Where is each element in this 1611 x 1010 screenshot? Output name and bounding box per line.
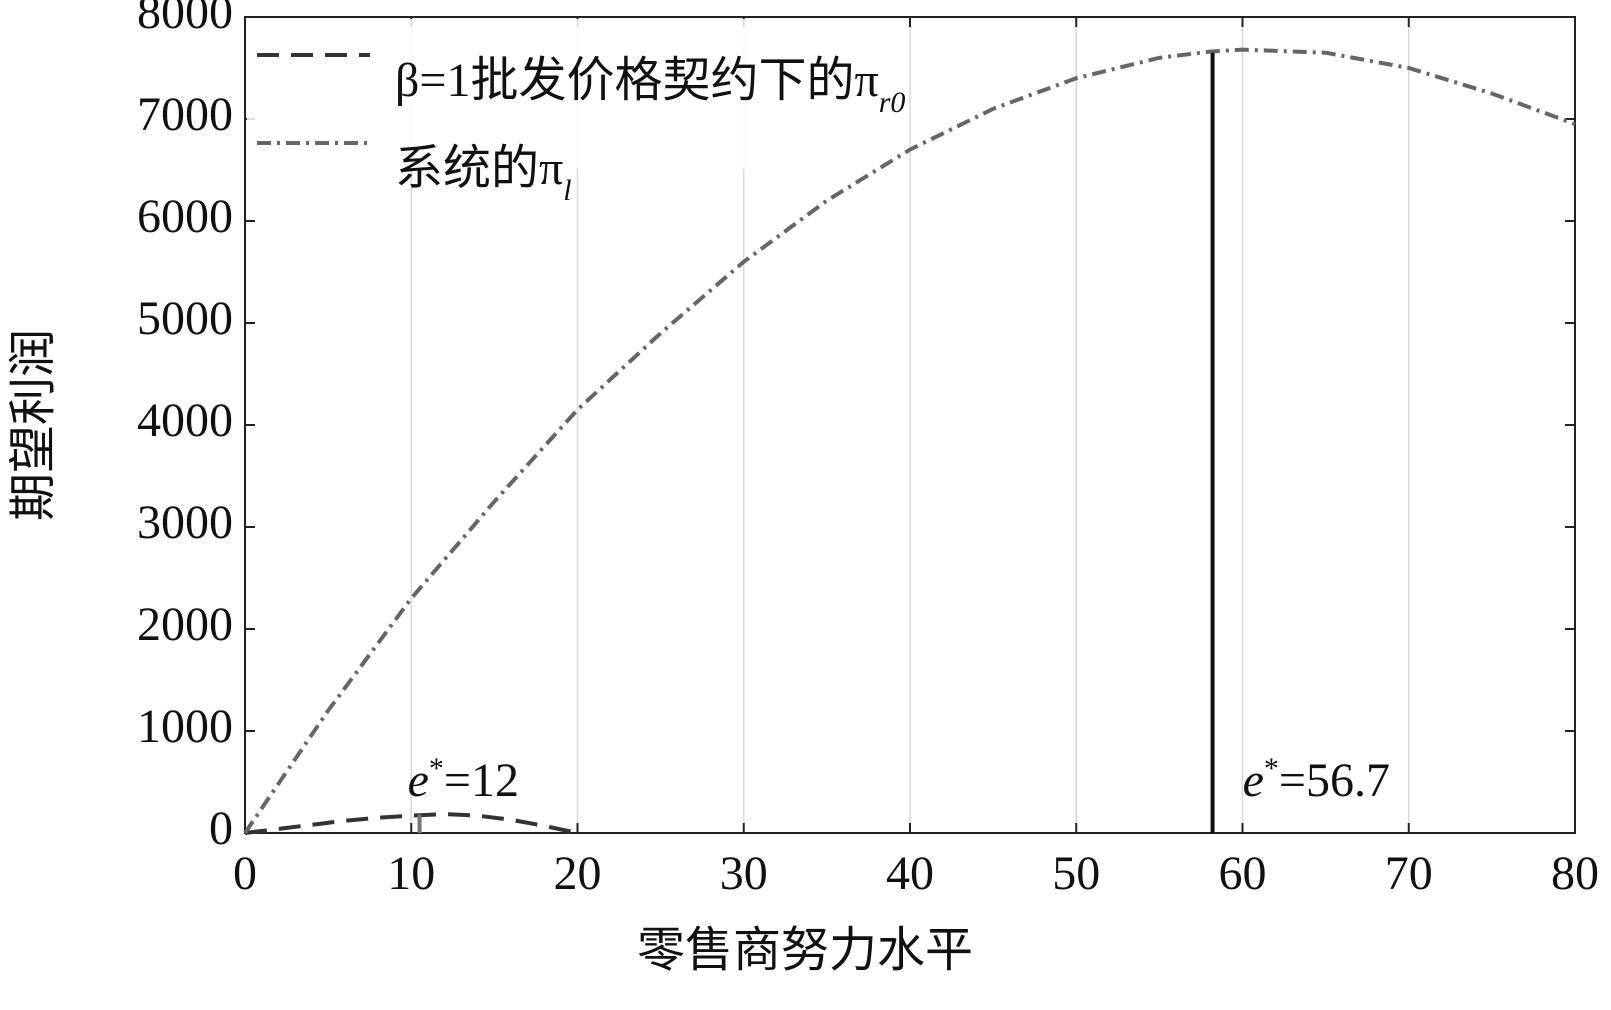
legend-label: 系统的πl [395,142,572,207]
legend-name: 系统的π [395,142,563,195]
x-tick-label: 20 [554,847,602,900]
x-tick-label: 50 [1052,847,1100,900]
x-axis-label: 零售商努力水平 [637,924,973,977]
x-tick-label: 30 [720,847,768,900]
legend-box [247,19,767,169]
x-tick-label: 70 [1385,847,1433,900]
y-tick-label: 4000 [137,394,233,447]
legend-sub: r0 [879,86,906,119]
legend-sub: l [563,174,571,207]
x-tick-label: 80 [1551,847,1599,900]
y-tick-label: 3000 [137,496,233,549]
x-tick-label: 10 [387,847,435,900]
y-axis-label: 期望利润 [7,329,60,521]
annotation: e*=56.7 [1243,752,1390,807]
line [243,47,1576,835]
y-tick-label: 0 [209,802,233,855]
annotation: e*=12 [408,752,519,807]
annotation-sup: * [1264,752,1279,785]
y-tick-label: 8000 [137,0,233,39]
annotation-var: e [1243,754,1264,807]
y-tick-label: 5000 [137,292,233,345]
legend-name: β=1批发价格契约下的π [395,54,879,107]
x-tick-label: 0 [233,847,257,900]
plot-frame [244,16,1576,834]
y-tick-label: 7000 [137,88,233,141]
y-tick-label: 1000 [137,700,233,753]
y-tick-label: 6000 [137,190,233,243]
line [244,812,578,835]
legend-label: β=1批发价格契约下的πr0 [395,54,905,119]
x-tick-label: 40 [886,847,934,900]
annotation-text: =56.7 [1279,754,1390,807]
annotation-sup: * [429,752,444,785]
annotation-text: =12 [444,754,519,807]
y-tick-label: 2000 [137,598,233,651]
x-tick-label: 60 [1219,847,1267,900]
annotation-var: e [408,754,429,807]
